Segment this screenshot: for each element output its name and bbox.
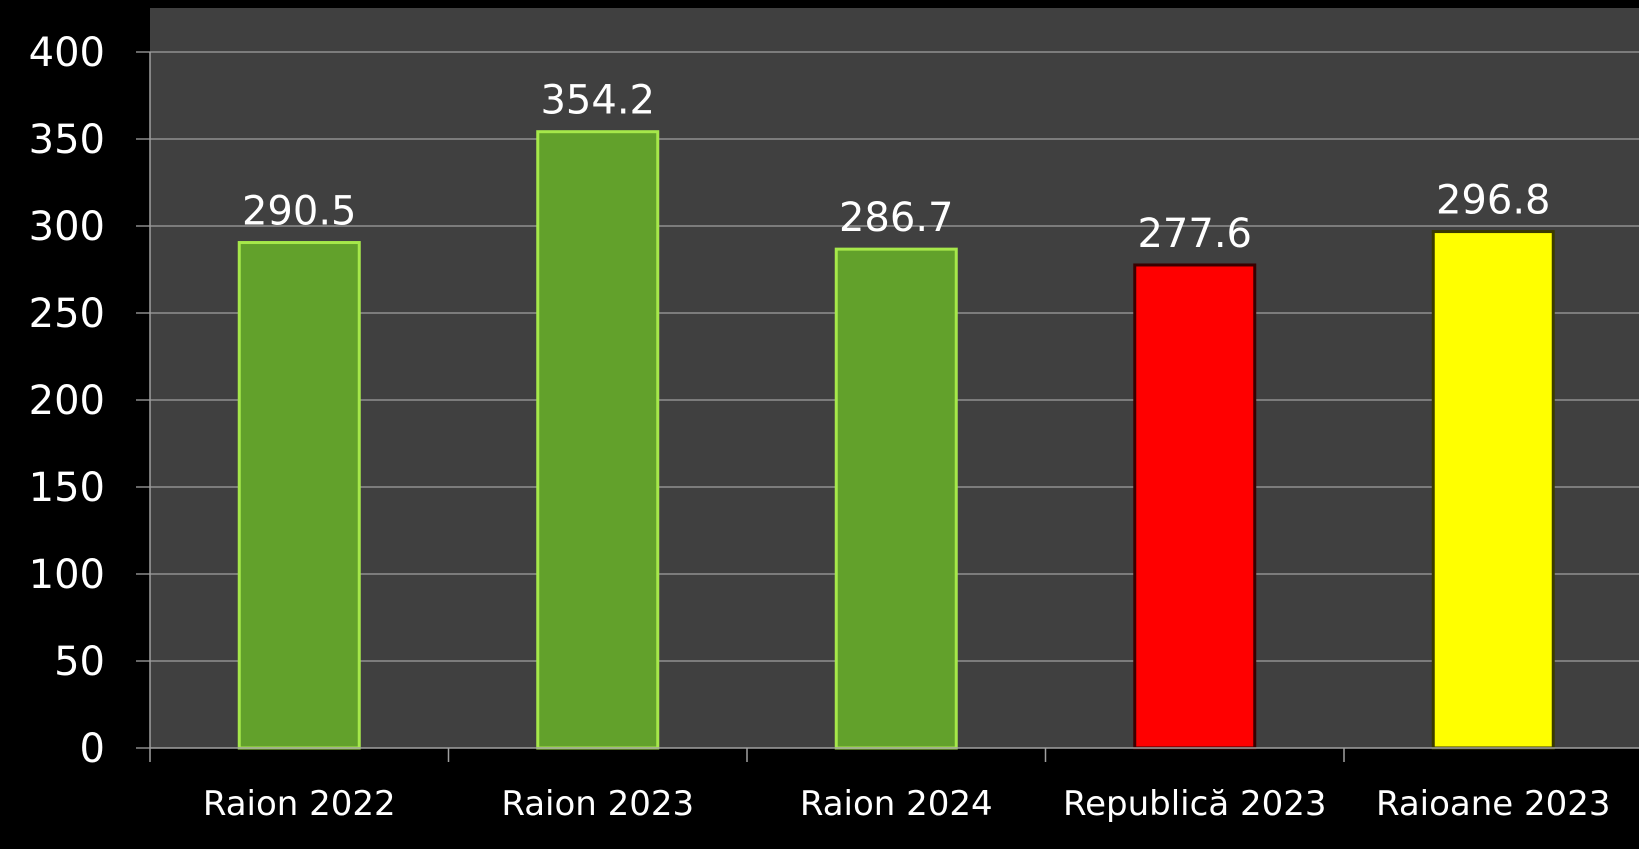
data-label: 354.2 (540, 78, 655, 124)
y-tick-label: 250 (29, 291, 105, 337)
y-tick-label: 100 (29, 552, 105, 598)
x-axis: Raion 2022 Raion 2023 Raion 2024 Republică … (149, 747, 1639, 824)
data-label: 286.7 (839, 195, 954, 241)
y-tick-label: 200 (29, 378, 105, 424)
bar (834, 247, 958, 750)
y-tick-label: 300 (29, 204, 105, 250)
x-category-label: Raion 2023 (501, 784, 694, 824)
x-category-label: Raion 2024 (800, 784, 993, 824)
bar (1431, 230, 1555, 750)
y-tick-label: 400 (29, 30, 105, 76)
x-category-label: Republică 2023 (1063, 784, 1326, 824)
bar (536, 130, 660, 750)
data-label: 290.5 (242, 189, 357, 235)
data-labels: 290.5 354.2 286.7 277.6 296.8 (242, 78, 1551, 257)
data-label: 296.8 (1436, 178, 1551, 224)
bar (237, 241, 361, 750)
y-tick-label: 50 (54, 639, 105, 685)
y-tick-label: 150 (29, 465, 105, 511)
y-axis: 0 50 100 150 200 250 300 350 400 (29, 30, 151, 772)
y-tick-label: 350 (29, 117, 105, 163)
data-label: 277.6 (1137, 211, 1252, 257)
y-tick-label: 0 (80, 726, 105, 772)
x-category-label: Raioane 2023 (1376, 784, 1611, 824)
x-category-label: Raion 2022 (203, 784, 396, 824)
bar (1133, 263, 1257, 750)
bars (237, 130, 1555, 750)
